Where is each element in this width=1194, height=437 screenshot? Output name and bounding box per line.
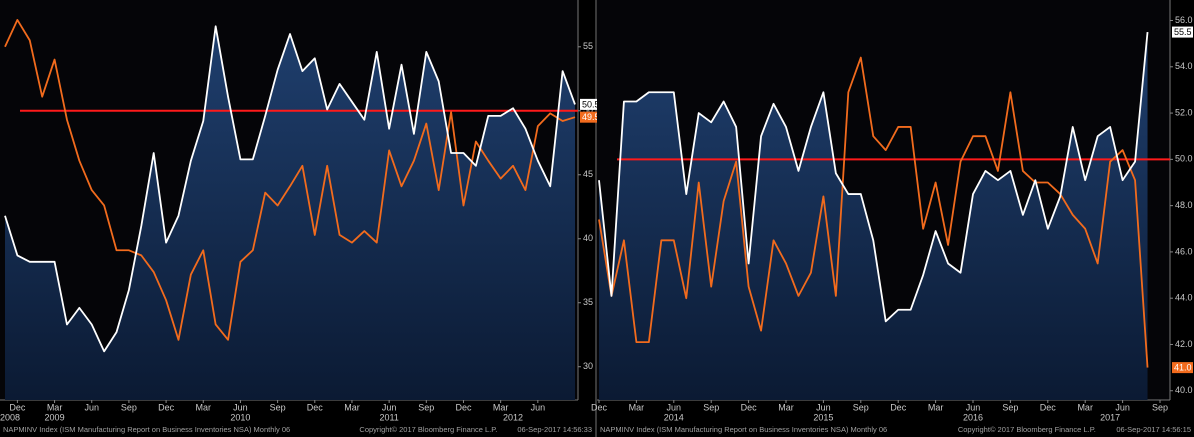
x-tick-label: Mar (493, 402, 509, 412)
x-tick-label: Mar (778, 402, 794, 412)
panel-divider (595, 0, 597, 437)
y-tick-label: 55 (583, 41, 593, 51)
last-value-label: 41.0 (1174, 362, 1192, 372)
y-tick-label: 48.0 (1175, 200, 1193, 210)
x-tick-label: Dec (741, 402, 758, 412)
x-year-label: 2017 (1100, 412, 1120, 422)
x-tick-label: Dec (890, 402, 907, 412)
x-tick-label: Mar (1077, 402, 1093, 412)
last-value-box (580, 98, 601, 110)
x-tick-label: Jun (531, 402, 546, 412)
x-tick-label: Jun (382, 402, 397, 412)
x-tick-label: Dec (455, 402, 472, 412)
x-year-label: 2010 (230, 412, 250, 422)
last-value-box (1172, 362, 1193, 374)
x-tick-label: Jun (816, 402, 831, 412)
y-tick-label: 44.0 (1175, 293, 1193, 303)
last-value-label: 55.5 (1174, 27, 1192, 37)
x-year-label: 2012 (503, 412, 523, 422)
y-tick-label: 46.0 (1175, 246, 1193, 256)
area (599, 32, 1148, 401)
x-tick-label: Mar (47, 402, 63, 412)
series-line (598, 31, 1149, 323)
x-tick-label: Sep (1152, 402, 1168, 412)
x-tick-label: Sep (418, 402, 434, 412)
timestamp: 06-Sep-2017 14:56:15 (1116, 425, 1191, 434)
y-tick-label: 40.0 (1175, 385, 1193, 395)
x-tick-label: Jun (84, 402, 99, 412)
timestamp: 06-Sep-2017 14:56:33 (517, 425, 592, 434)
x-tick-label: Dec (1040, 402, 1057, 412)
x-tick-label: Jun (1115, 402, 1130, 412)
series-line (4, 25, 576, 353)
x-tick-label: Dec (158, 402, 175, 412)
x-tick-label: Dec (9, 402, 26, 412)
x-year-label: 2008 (0, 412, 20, 422)
x-tick-label: Dec (307, 402, 324, 412)
y-tick-label: 42.0 (1175, 339, 1193, 349)
x-tick-label: Mar (196, 402, 212, 412)
source-note: NAPMINV Index (ISM Manufacturing Report … (600, 425, 887, 434)
last-value-label: 49.5 (582, 112, 600, 122)
x-tick-label: Dec (591, 402, 608, 412)
x-tick-label: Mar (344, 402, 360, 412)
x-tick-label: Mar (629, 402, 645, 412)
y-tick-label: 50 (583, 105, 593, 115)
x-tick-label: Jun (667, 402, 682, 412)
y-tick-label: 35 (583, 297, 593, 307)
source-note: NAPMINV Index (ISM Manufacturing Report … (3, 425, 290, 434)
x-tick-label: Sep (1002, 402, 1018, 412)
x-tick-label: Sep (270, 402, 286, 412)
x-year-label: 2014 (664, 412, 684, 422)
x-tick-label: Jun (966, 402, 981, 412)
y-tick-label: 54.0 (1175, 61, 1193, 71)
x-tick-label: Mar (928, 402, 944, 412)
y-tick-label: 52.0 (1175, 107, 1193, 117)
y-tick-label: 30 (583, 361, 593, 371)
x-year-label: 2015 (813, 412, 833, 422)
y-tick-label: 45 (583, 169, 593, 179)
copyright-note: Copyright© 2017 Bloomberg Finance L.P. (958, 425, 1096, 434)
x-tick-label: Sep (853, 402, 869, 412)
last-value-box (580, 111, 601, 123)
last-value-label: 50.5 (582, 99, 600, 109)
x-year-label: 2016 (963, 412, 983, 422)
last-value-box (1172, 26, 1193, 38)
y-tick-label: 56.0 (1175, 15, 1193, 25)
x-tick-label: Jun (233, 402, 248, 412)
series-line (598, 56, 1149, 368)
x-tick-label: Sep (703, 402, 719, 412)
area (5, 26, 575, 400)
x-tick-label: Sep (121, 402, 137, 412)
y-tick-label: 40 (583, 233, 593, 243)
y-tick-label: 50.0 (1175, 154, 1193, 164)
x-year-label: 2011 (379, 412, 398, 422)
x-year-label: 2009 (45, 412, 65, 422)
copyright-note: Copyright© 2017 Bloomberg Finance L.P. (359, 425, 497, 434)
